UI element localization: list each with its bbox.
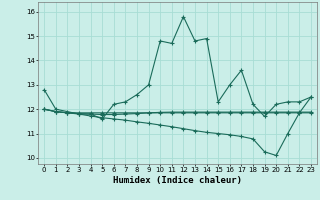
X-axis label: Humidex (Indice chaleur): Humidex (Indice chaleur) bbox=[113, 176, 242, 185]
